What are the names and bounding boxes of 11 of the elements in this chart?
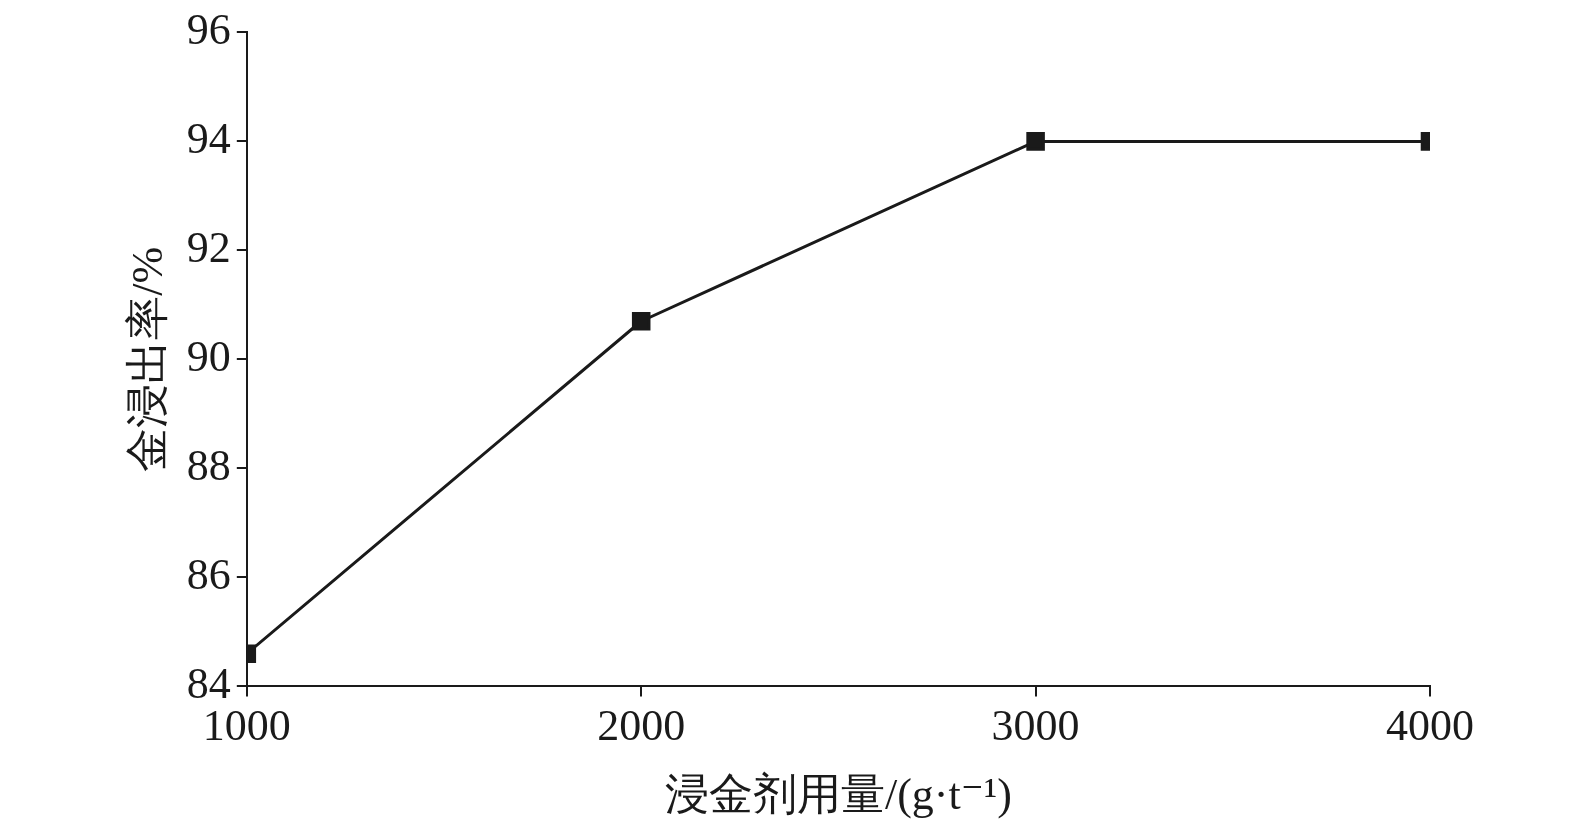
y-tick-label: 88 xyxy=(186,440,231,490)
y-tick-label: 90 xyxy=(186,331,231,381)
x-tick-label: 2000 xyxy=(597,701,686,751)
x-axis-title: 浸金剂用量/(g·t⁻¹) xyxy=(664,770,1012,820)
y-tick-label: 86 xyxy=(186,549,231,599)
y-axis-title: 金浸出率/% xyxy=(122,246,172,472)
y-tick-label: 96 xyxy=(186,4,231,54)
x-tick-label: 4000 xyxy=(1386,701,1474,751)
y-tick-label: 92 xyxy=(186,222,231,272)
y-tick-label: 94 xyxy=(186,113,231,163)
x-tick-label: 3000 xyxy=(991,701,1080,751)
